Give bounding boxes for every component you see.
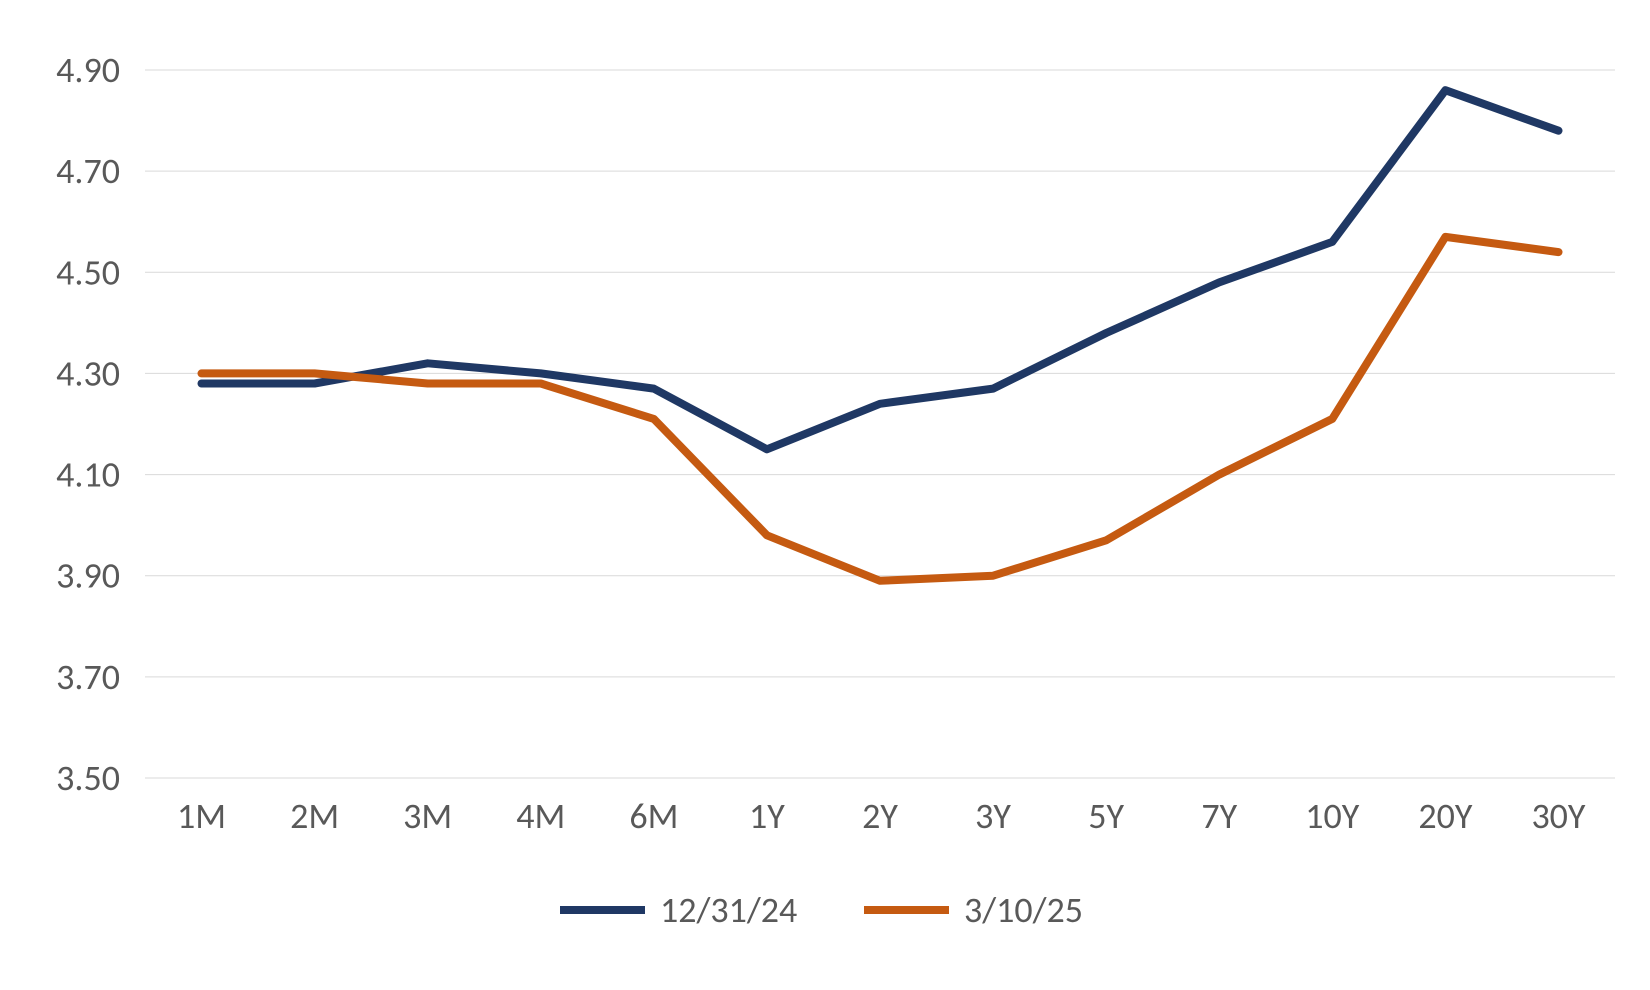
y-tick-label: 3.90 [56, 554, 120, 598]
series-line-0 [202, 90, 1559, 449]
x-tick-label: 5Y [1088, 794, 1124, 838]
y-tick-label: 3.50 [56, 756, 120, 800]
x-tick-label: 6M [629, 794, 678, 838]
y-tick-label: 4.30 [56, 351, 120, 395]
x-tick-label: 10Y [1305, 794, 1359, 838]
y-tick-label: 4.70 [56, 149, 120, 193]
y-tick-label: 4.50 [56, 250, 120, 294]
legend-label-1: 3/10/25 [964, 888, 1083, 932]
x-tick-label: 1Y [749, 794, 785, 838]
x-tick-label: 3Y [975, 794, 1011, 838]
chart-svg: 3.50 3.70 3.90 4.10 4.30 4.50 4.70 4.90 1M 2M 3M 4M… [0, 0, 1650, 990]
x-tick-label: 7Y [1201, 794, 1237, 838]
yield-curve-chart: 3.50 3.70 3.90 4.10 4.30 4.50 4.70 4.90 1M 2M 3M 4M… [0, 0, 1650, 990]
y-tick-label: 4.10 [56, 453, 120, 497]
legend: 12/31/24 3/10/25 [560, 888, 1083, 932]
x-tick-label: 1M [177, 794, 226, 838]
x-tick-label: 30Y [1531, 794, 1585, 838]
legend-label-0: 12/31/24 [660, 888, 797, 932]
y-tick-label: 4.90 [56, 48, 120, 92]
x-tick-label: 2M [290, 794, 339, 838]
y-tick-label: 3.70 [56, 655, 120, 699]
series-line-1 [202, 237, 1559, 581]
x-tick-label: 3M [403, 794, 452, 838]
x-tick-label: 2Y [862, 794, 898, 838]
x-tick-label: 4M [516, 794, 565, 838]
x-tick-label: 20Y [1418, 794, 1472, 838]
